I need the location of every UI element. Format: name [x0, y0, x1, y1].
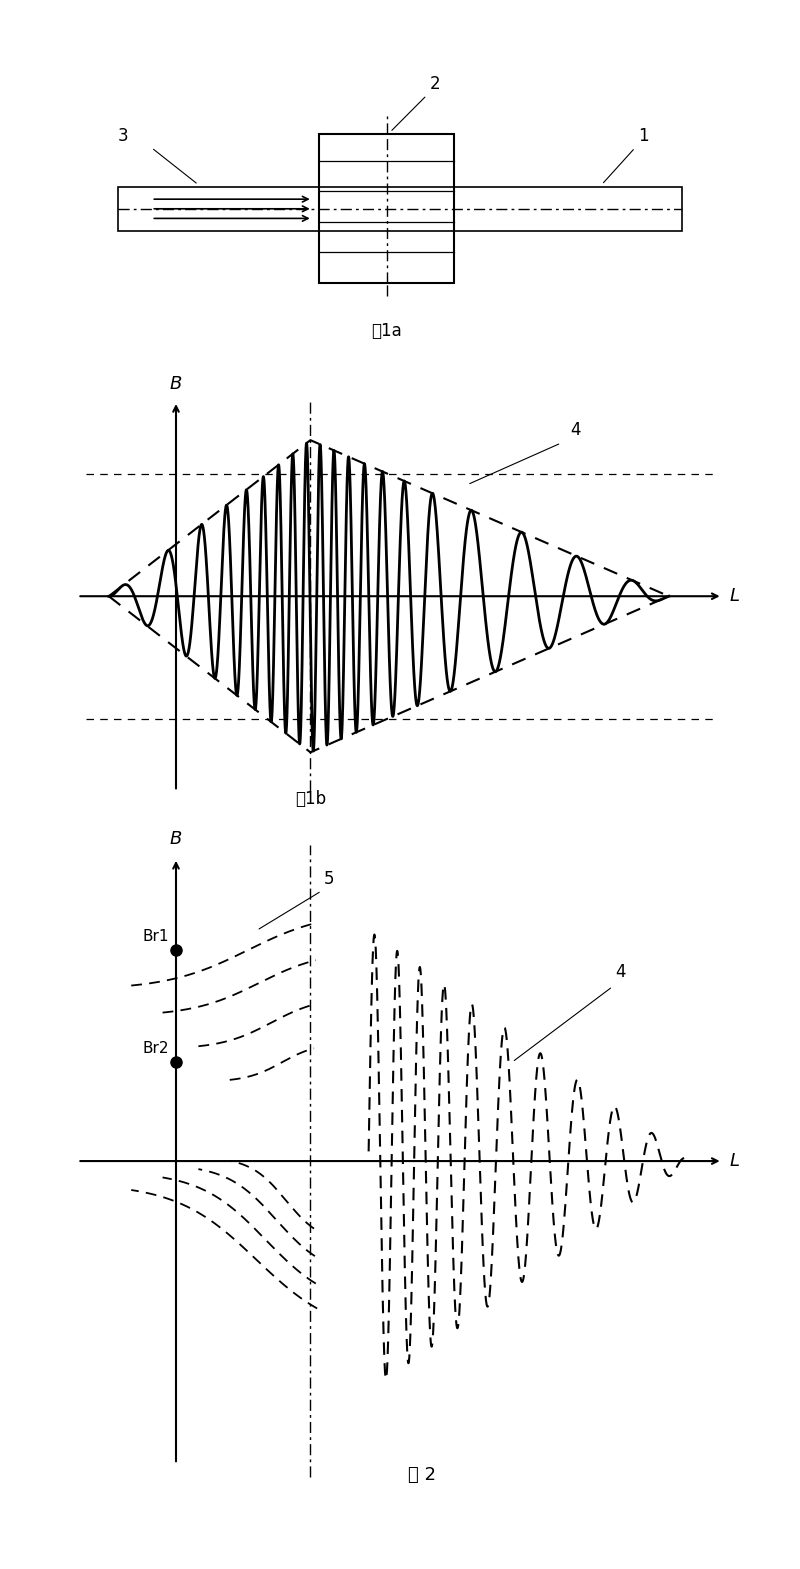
Text: 图1a: 图1a [371, 322, 402, 340]
Text: 4: 4 [570, 420, 581, 439]
Text: L: L [730, 1152, 739, 1170]
Text: 2: 2 [430, 75, 441, 93]
Text: Br1: Br1 [142, 929, 170, 943]
Text: 图 2: 图 2 [408, 1465, 437, 1484]
Text: 5: 5 [324, 871, 334, 888]
Bar [319, 135, 454, 282]
Text: L: L [730, 587, 739, 606]
Text: 3: 3 [118, 127, 128, 146]
Bar [118, 187, 682, 231]
Text: 1: 1 [638, 127, 649, 146]
Text: B: B [170, 830, 182, 849]
Text: 4: 4 [615, 962, 626, 981]
Text: Br2: Br2 [142, 1040, 170, 1056]
Text: 图1b: 图1b [295, 791, 326, 808]
Text: B: B [170, 375, 182, 392]
